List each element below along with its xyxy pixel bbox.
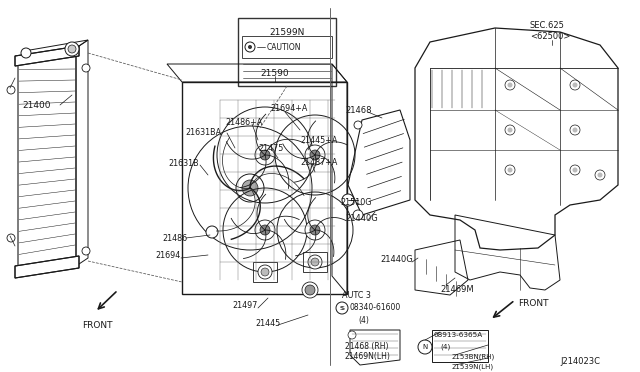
Circle shape (570, 165, 580, 175)
Circle shape (311, 258, 319, 266)
Text: AUTC 3: AUTC 3 (342, 291, 371, 299)
Circle shape (206, 226, 218, 238)
Circle shape (242, 180, 258, 196)
Circle shape (353, 210, 363, 220)
Text: 21440G: 21440G (345, 214, 378, 222)
Circle shape (508, 128, 513, 132)
Text: CAUTION: CAUTION (267, 42, 301, 51)
Circle shape (245, 42, 255, 52)
Circle shape (570, 125, 580, 135)
Text: 21599N: 21599N (269, 28, 305, 37)
Circle shape (82, 247, 90, 255)
Circle shape (82, 64, 90, 72)
Circle shape (342, 194, 354, 206)
Text: 21440G: 21440G (380, 256, 413, 264)
Circle shape (302, 282, 318, 298)
Text: 21486+A: 21486+A (225, 118, 262, 126)
Text: 21400: 21400 (22, 100, 51, 109)
Circle shape (595, 170, 605, 180)
Text: (4): (4) (440, 344, 451, 350)
Text: J214023C: J214023C (560, 357, 600, 366)
Text: 21539N(LH): 21539N(LH) (452, 364, 494, 370)
Text: SEC.625: SEC.625 (530, 20, 565, 29)
Text: S: S (341, 305, 345, 311)
Text: 21469N(LH): 21469N(LH) (345, 353, 391, 362)
FancyBboxPatch shape (242, 36, 332, 58)
Circle shape (305, 220, 325, 240)
Circle shape (310, 225, 320, 235)
Circle shape (258, 265, 272, 279)
Circle shape (598, 173, 602, 177)
Text: 21510G: 21510G (340, 198, 371, 206)
Circle shape (573, 83, 577, 87)
Circle shape (573, 167, 577, 173)
Text: 21497: 21497 (232, 301, 257, 310)
Circle shape (305, 145, 325, 165)
Circle shape (505, 125, 515, 135)
Text: 21590: 21590 (260, 68, 289, 77)
Circle shape (508, 83, 513, 87)
Text: 21469M: 21469M (440, 285, 474, 295)
Text: FRONT: FRONT (518, 298, 548, 308)
Circle shape (242, 180, 258, 196)
Circle shape (570, 80, 580, 90)
Circle shape (336, 302, 348, 314)
Circle shape (348, 331, 356, 339)
Text: 21468: 21468 (345, 106, 371, 115)
Circle shape (248, 45, 252, 49)
Circle shape (65, 42, 79, 56)
Text: 08913-6365A: 08913-6365A (434, 332, 483, 338)
Text: (4): (4) (358, 315, 369, 324)
Circle shape (310, 150, 320, 160)
Text: 21694+A: 21694+A (270, 103, 307, 112)
Text: N: N (422, 344, 428, 350)
Polygon shape (15, 256, 79, 278)
Text: S: S (340, 305, 344, 311)
Text: 21475: 21475 (258, 144, 284, 153)
Text: 21631B: 21631B (168, 158, 198, 167)
Text: 21694: 21694 (155, 251, 180, 260)
Circle shape (7, 234, 15, 242)
Circle shape (505, 80, 515, 90)
Circle shape (7, 86, 15, 94)
Circle shape (260, 150, 270, 160)
Text: 21631BA: 21631BA (185, 128, 221, 137)
Circle shape (308, 255, 322, 269)
FancyBboxPatch shape (238, 18, 336, 86)
Text: 2153BN(RH): 2153BN(RH) (452, 354, 495, 360)
Text: <62500>: <62500> (530, 32, 570, 41)
Circle shape (255, 145, 275, 165)
Circle shape (261, 268, 269, 276)
Text: 21468 (RH): 21468 (RH) (345, 343, 388, 352)
Text: 08340-61600: 08340-61600 (350, 304, 401, 312)
Circle shape (255, 220, 275, 240)
Circle shape (236, 174, 264, 202)
Text: 21445: 21445 (255, 318, 280, 327)
Circle shape (260, 225, 270, 235)
Text: 21487+A: 21487+A (300, 157, 337, 167)
Circle shape (418, 340, 432, 354)
Circle shape (354, 121, 362, 129)
Circle shape (305, 285, 315, 295)
Circle shape (21, 48, 31, 58)
Text: 21486: 21486 (162, 234, 187, 243)
Circle shape (68, 45, 76, 53)
Circle shape (505, 165, 515, 175)
Text: FRONT: FRONT (82, 321, 113, 330)
Polygon shape (15, 46, 79, 66)
Circle shape (573, 128, 577, 132)
Text: 21445+A: 21445+A (300, 135, 337, 144)
Circle shape (508, 167, 513, 173)
